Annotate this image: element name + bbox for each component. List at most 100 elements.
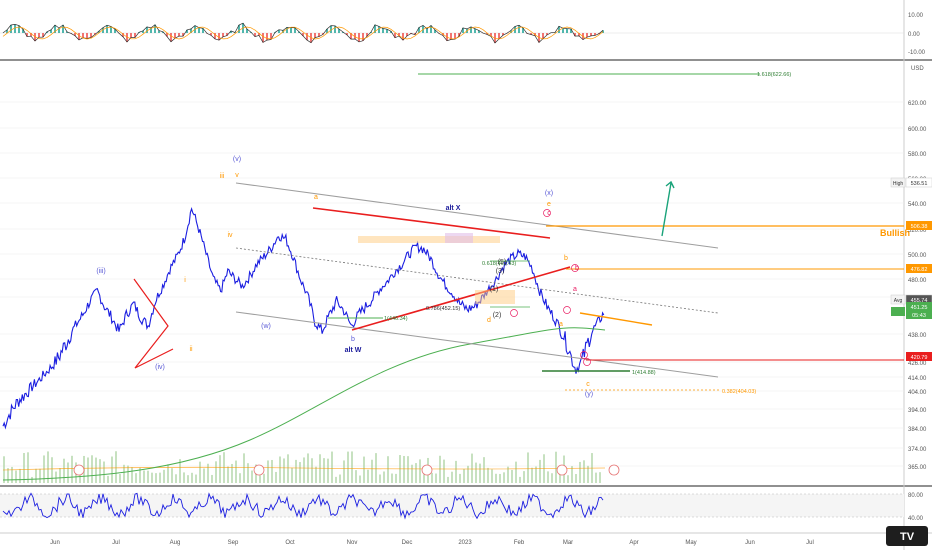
volume-bar [267,460,269,483]
volume-bar [103,462,105,483]
histogram-bar [334,26,336,33]
histogram-bar [358,33,360,42]
price-tag-value: 506.38 [911,224,928,230]
price-tick-label: 480.00 [908,278,927,284]
volume-bar [435,474,437,483]
volume-bar [39,469,41,483]
volume-bar [403,456,405,483]
volume-bar [459,474,461,483]
volume-bar [367,470,369,483]
earnings-marker[interactable] [557,465,567,475]
wave-label: b [564,255,568,262]
volume-bar [539,460,541,483]
wave-label: d [487,317,491,324]
volume-bar [55,472,57,483]
wave-label: (x) [545,190,553,197]
wave-label: (3) [496,268,505,275]
wave-label: e [547,201,551,208]
volume-bar [219,455,221,483]
volume-bar [227,467,229,483]
fib-level-label: 0.382(404.03) [722,389,756,395]
fib-level-label: 0.786(452.15) [426,306,460,312]
volume-bar [487,468,489,483]
volume-bar [31,477,33,483]
wave-label: (v) [233,156,241,163]
bottom-osc-band [0,494,904,517]
volume-bar [115,451,117,483]
volume-bar [323,458,325,483]
volume-bar [63,459,65,483]
wave-label: (5) [498,259,507,266]
logo-text: TV [900,531,915,543]
tradingview-logo[interactable]: TV [886,526,928,546]
volume-bar [479,464,481,483]
volume-bar [335,477,337,483]
histogram-bar [586,33,588,37]
price-tick-label: 600.00 [908,127,927,133]
price-tick-label: 414.00 [908,376,927,382]
price-tick-label: 365.00 [908,465,927,471]
earnings-marker[interactable] [254,465,264,475]
volume-bar [463,469,465,483]
wave-label: v [235,172,239,179]
time-tick-label: Jul [112,540,120,546]
price-tick-label: 438.00 [908,333,927,339]
wave-label: iv [227,232,233,239]
volume-bar [599,472,601,483]
volume-bar [523,471,525,483]
earnings-marker[interactable] [609,465,619,475]
volume-bar [163,470,165,483]
volume-bar [555,452,557,483]
volume-bar [183,472,185,483]
volume-bar [551,473,553,483]
volume-bar [111,457,113,483]
volume-bar [287,454,289,483]
volume-bar [375,453,377,483]
volume-bar [159,473,161,483]
volume-bar [579,462,581,483]
price-tag-value: 476.82 [911,267,928,273]
wave-label: b [351,336,355,343]
volume-bar [567,475,569,483]
volume-bar [351,451,353,483]
bottom-oscillator-panel [0,493,904,518]
volume-bar [203,468,205,483]
volume-bar [355,470,357,483]
time-tick-label: Jul [806,540,814,546]
volume-bar [191,473,193,483]
volume-bar [495,474,497,483]
volume-bar [531,468,533,483]
price-tick-label: 394.00 [908,408,927,414]
volume-bar [99,459,101,483]
volume-bar [315,467,317,483]
fib-level-label: 1(446.34) [384,316,408,322]
volume-bar [199,462,201,483]
volume-bar [347,452,349,483]
histogram-bar [562,28,564,33]
volume-bar [131,467,133,483]
volume-bar [339,475,341,483]
earnings-marker[interactable] [422,465,432,475]
volume-bar [363,457,365,483]
volume-bar [151,473,153,483]
volume-bar [455,461,457,483]
volume-bar [547,471,549,483]
volume-bar [135,473,137,483]
earnings-marker[interactable] [74,465,84,475]
price-tick-label: 404.00 [908,390,927,396]
symbol-badge-bg [891,307,905,316]
price-tick-label: 374.00 [908,447,927,453]
top-osc-tick-label: -10.00 [908,50,926,56]
volume-bar [187,475,189,483]
volume-bar [431,473,433,483]
wave-label: (w) [261,323,271,330]
volume-bar [299,462,301,483]
time-tick-label: Oct [285,540,295,546]
bottom-osc-tick-label: 80.00 [908,493,924,499]
volume-bar [475,463,477,483]
volume-bar [379,474,381,483]
bottom-osc-tick-label: 40.00 [908,516,924,522]
time-tick-label: Apr [629,540,638,546]
histogram-bar [106,25,108,33]
